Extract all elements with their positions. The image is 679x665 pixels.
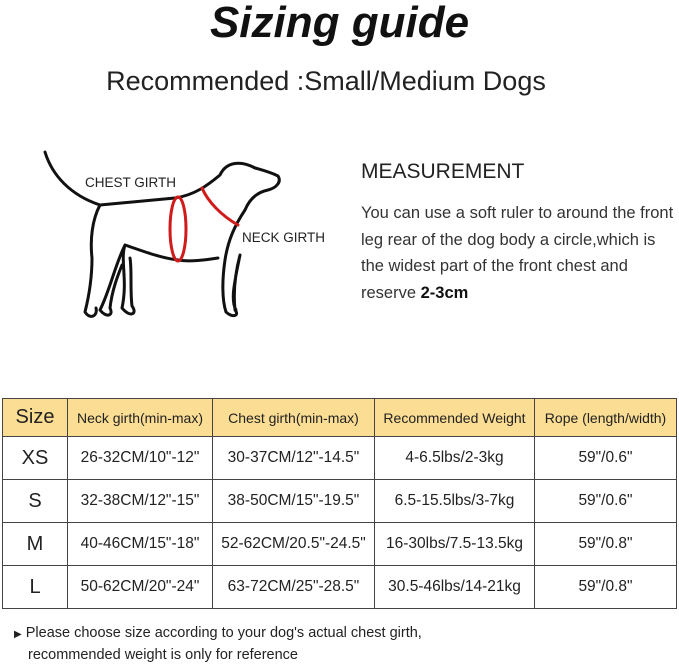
page-title: Sizing guide xyxy=(209,0,470,47)
triangle-right-icon: ▶ xyxy=(14,629,22,640)
header-weight: Recommended Weight xyxy=(374,398,535,437)
cell: 16-30lbs/7.5-13.5kg xyxy=(374,522,535,566)
cell: 59"/0.6" xyxy=(534,479,677,523)
chest-girth-label: CHEST GIRTH xyxy=(85,175,177,190)
subtitle: Recommended :Small/Medium Dogs xyxy=(106,66,546,96)
header-neck: Neck girth(min-max) xyxy=(67,398,213,437)
cell: 4-6.5lbs/2-3kg xyxy=(374,436,535,480)
table-row: L 50-62CM/20"-24" 63-72CM/25"-28.5" 30.5-46… xyxy=(2,565,677,609)
header-size: Size xyxy=(2,398,68,437)
cell: 38-50CM/15"-19.5" xyxy=(212,479,375,523)
cell: 59"/0.6" xyxy=(534,436,677,480)
table-row: M 40-46CM/15"-18" 52-62CM/20.5"-24.5" 16-30… xyxy=(2,522,677,566)
cell: 50-62CM/20"-24" xyxy=(67,565,213,609)
reserve-amount: 2-3cm xyxy=(420,283,469,302)
neck-girth-marker xyxy=(200,186,240,227)
header-chest: Chest girth(min-max) xyxy=(212,398,375,437)
chest-girth-marker xyxy=(168,195,188,263)
cell: 30.5-46lbs/14-21kg xyxy=(374,565,535,609)
cell: 59"/0.8" xyxy=(534,522,677,566)
table-row: XS 26-32CM/10"-12" 30-37CM/12"-14.5" 4-6.5l… xyxy=(2,436,677,480)
header-rope: Rope (length/width) xyxy=(534,398,677,437)
measurement-text: You can use a soft ruler to around the f… xyxy=(361,200,679,306)
table-row: S 32-38CM/12"-15" 38-50CM/15"-19.5" 6.5-15.… xyxy=(2,479,677,523)
table-header-row: Size Neck girth(min-max) Chest girth(min… xyxy=(2,398,677,437)
cell: M xyxy=(2,522,68,566)
cell: XS xyxy=(2,436,68,480)
note-line-1: Please choose size according to your dog… xyxy=(25,625,422,641)
cell: S xyxy=(2,479,68,523)
cell: 52-62CM/20.5"-24.5" xyxy=(212,522,375,566)
size-note: ▶ Please choose size according to your d… xyxy=(14,623,422,665)
neck-girth-label: NECK GIRTH xyxy=(242,230,326,245)
measurement-body: You can use a soft ruler to around the f… xyxy=(361,204,674,302)
cell: 59"/0.8" xyxy=(534,565,677,609)
measurement-heading: MEASUREMENT xyxy=(361,160,525,183)
cell: 40-46CM/15"-18" xyxy=(67,522,213,566)
cell: 32-38CM/12"-15" xyxy=(67,479,213,523)
cell: 30-37CM/12"-14.5" xyxy=(212,436,375,480)
cell: L xyxy=(2,565,68,609)
dog-outline xyxy=(43,150,281,318)
note-line-2: recommended weight is only for reference xyxy=(28,647,298,663)
dog-outline-illustration xyxy=(43,150,281,318)
cell: 63-72CM/25"-28.5" xyxy=(212,565,375,609)
cell: 6.5-15.5lbs/3-7kg xyxy=(374,479,535,523)
size-table: Size Neck girth(min-max) Chest girth(min… xyxy=(2,398,677,609)
cell: 26-32CM/10"-12" xyxy=(67,436,213,480)
